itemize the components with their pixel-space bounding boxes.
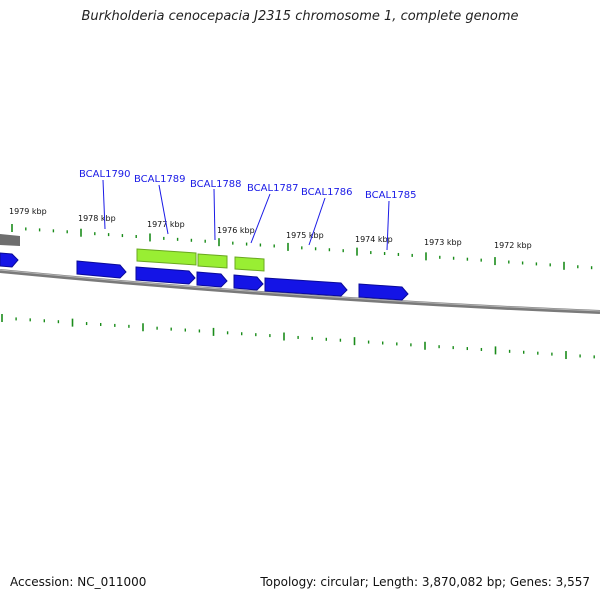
cds-left-fragment[interactable] xyxy=(0,252,19,268)
scale-labels: 1979 kbp 1978 kbp 1977 kbp 1976 kbp 1975… xyxy=(9,207,532,250)
lower-scale-ticks xyxy=(1,314,595,360)
topology-summary: Topology: circular; Length: 3,870,082 bp… xyxy=(260,575,590,589)
scale-label: 1976 kbp xyxy=(217,226,255,235)
chromosome-backbone xyxy=(0,269,600,314)
map-title: Burkholderia cenocepacia J2315 chromosom… xyxy=(81,9,519,24)
upper-scale-ticks xyxy=(11,224,593,270)
cds-bcal1785[interactable] xyxy=(358,283,409,301)
scale-label: 1974 kbp xyxy=(355,235,393,244)
gene-label-bcal1786[interactable]: BCAL1786 xyxy=(301,187,353,198)
scale-label: 1973 kbp xyxy=(424,238,462,247)
gene-labels: BCAL1790 BCAL1789 BCAL1788 BCAL1787 BCAL… xyxy=(79,169,417,201)
gene-label-bcal1787[interactable]: BCAL1787 xyxy=(247,183,299,194)
leader-line xyxy=(213,188,216,241)
cds-bcal1789[interactable] xyxy=(136,248,197,266)
left-feature-fragment xyxy=(0,234,20,246)
cds-bcal1790[interactable] xyxy=(76,260,127,279)
leader-line xyxy=(102,179,106,230)
accession-text: Accession: NC_011000 xyxy=(10,575,147,589)
gene-label-bcal1789[interactable]: BCAL1789 xyxy=(134,174,186,185)
cds-forward-3[interactable] xyxy=(196,271,228,288)
leader-line xyxy=(250,193,271,244)
reverse-strand-features xyxy=(136,248,265,272)
leader-line xyxy=(308,197,326,246)
gene-label-bcal1788[interactable]: BCAL1788 xyxy=(190,179,242,190)
cds-forward-2[interactable] xyxy=(135,266,196,285)
leader-line xyxy=(386,200,390,251)
chromosome-backbone-highlight xyxy=(0,269,600,312)
cds-bcal1788[interactable] xyxy=(197,253,228,269)
cds-bcal1786[interactable] xyxy=(264,277,348,297)
leader-line xyxy=(158,184,169,235)
cds-forward-4[interactable] xyxy=(233,274,264,291)
scale-label: 1979 kbp xyxy=(9,207,47,216)
cds-bcal1787[interactable] xyxy=(234,256,265,272)
gene-label-leaders xyxy=(102,179,390,251)
scale-label: 1978 kbp xyxy=(78,214,116,223)
scale-label: 1975 kbp xyxy=(286,231,324,240)
forward-strand-features xyxy=(0,252,409,301)
scale-label: 1972 kbp xyxy=(494,241,532,250)
gene-label-bcal1785[interactable]: BCAL1785 xyxy=(365,190,417,201)
gene-label-bcal1790[interactable]: BCAL1790 xyxy=(79,169,131,180)
